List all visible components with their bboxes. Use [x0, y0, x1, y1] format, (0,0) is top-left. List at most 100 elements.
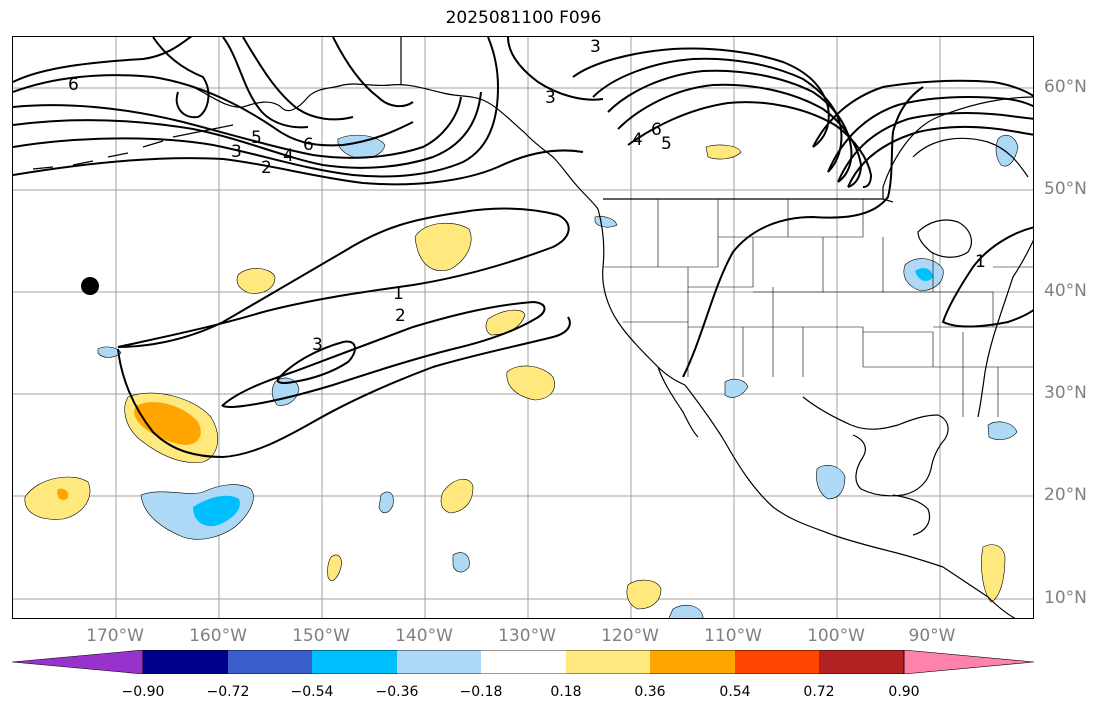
- colorbar-tick-label: 0.90: [888, 684, 920, 700]
- colorbar-segment: [650, 650, 735, 674]
- contour-label: 3: [231, 142, 242, 162]
- contour-canada-ring-1: [572, 47, 830, 148]
- contour-label: 1: [393, 284, 404, 304]
- lon-label: 100°W: [807, 626, 865, 646]
- contour-label: 4: [632, 130, 643, 150]
- lon-label: 130°W: [498, 626, 556, 646]
- negative-anomaly-region: [995, 134, 1019, 167]
- map-title: 2025081100 F096: [445, 8, 602, 28]
- contour-lines: [13, 37, 1033, 459]
- colorbar-tick-label: −0.90: [121, 684, 165, 700]
- colorbar-segment: [312, 650, 397, 674]
- gulf-of-mexico-coast: [802, 396, 949, 497]
- positive-anomaly-region-core: [57, 488, 69, 500]
- negative-anomaly-region: [987, 421, 1018, 441]
- us-west-coast: [597, 208, 686, 386]
- colorbar-segment: [819, 650, 904, 674]
- lon-label: 160°W: [189, 626, 247, 646]
- negative-anomaly-region: [452, 552, 470, 573]
- colorbar-tick-label: −0.72: [206, 684, 250, 700]
- lat-label: 10°N: [1044, 588, 1087, 608]
- positive-anomaly-region: [705, 144, 742, 160]
- colorbar-tick-label: −0.54: [290, 684, 334, 700]
- lat-label: 60°N: [1044, 77, 1087, 97]
- positive-anomaly-region: [236, 268, 276, 294]
- contour-inner-loop-1: [152, 37, 210, 119]
- colorbar-tick-label: 0.54: [719, 684, 751, 700]
- contour-3-alaska: [13, 37, 500, 178]
- positive-anomaly-region: [440, 479, 474, 514]
- positive-anomaly-region: [981, 544, 1006, 603]
- colorbar-segment: [566, 650, 650, 674]
- colorbar-tick-label: −0.18: [459, 684, 503, 700]
- colorbar-segment: [397, 650, 481, 674]
- colorbar-tick-label: −0.36: [375, 684, 419, 700]
- graticule: [13, 37, 1033, 618]
- baja-california: [657, 366, 699, 438]
- contour-canada-ring-5: [627, 101, 873, 188]
- contour-5-alaska: [13, 96, 462, 159]
- lat-label: 20°N: [1044, 485, 1087, 505]
- contour-2-alaska: [13, 149, 584, 186]
- contour-canada-ring-3: [607, 69, 853, 183]
- contour-3-pacific: [276, 340, 356, 384]
- positive-anomaly-region-core: [134, 402, 201, 445]
- contour-4-alaska: [13, 91, 482, 169]
- mexico-west-coast: [684, 384, 944, 568]
- colorbar-segment: [228, 650, 312, 674]
- lat-label: 40°N: [1044, 281, 1087, 301]
- contour-east-ring-3: [837, 112, 1033, 183]
- lon-label: 150°W: [292, 626, 350, 646]
- positive-anomaly-region: [414, 222, 472, 271]
- yucatan-peninsula: [892, 494, 931, 536]
- positive-anomaly-region: [626, 579, 662, 610]
- us-canada-border: [603, 187, 894, 203]
- central-america: [942, 566, 1016, 618]
- colorbar: [12, 650, 1035, 674]
- alaska-coastline: [192, 83, 599, 210]
- colorbar-tick-label: 0.72: [803, 684, 835, 700]
- colorbar-extend-low: [12, 650, 144, 674]
- contour-label: 2: [395, 306, 406, 326]
- hudson-bay: [912, 137, 1029, 178]
- contour-1-pacific: [117, 207, 570, 348]
- contour-label: 3: [312, 335, 323, 355]
- colorbar-extend-high: [903, 650, 1035, 674]
- great-lakes: [917, 219, 972, 258]
- contour-label: 5: [251, 128, 262, 148]
- negative-anomaly-region: [724, 378, 749, 398]
- us-east-coast: [977, 239, 1033, 418]
- contour-label: 3: [545, 88, 556, 108]
- lon-label: 170°W: [86, 626, 144, 646]
- negative-anomaly-region-core: [193, 495, 240, 527]
- aleutian-chain: [32, 124, 234, 170]
- contour-1-east: [941, 226, 1033, 328]
- contour-canada-ring-2: [592, 57, 843, 173]
- location-marker[interactable]: [81, 277, 99, 295]
- contour-label: 2: [261, 158, 272, 178]
- contour-2-pacific: [221, 300, 546, 409]
- contour-label: 1: [975, 252, 986, 272]
- contour-label: 6: [651, 120, 662, 140]
- lon-label: 90°W: [908, 626, 956, 646]
- contour-east-ring-4: [847, 125, 1033, 188]
- contour-east-ring-1: [812, 79, 1033, 148]
- colorbar-segment: [735, 650, 819, 674]
- lon-label: 120°W: [601, 626, 659, 646]
- contour-inner-loop-4: [332, 37, 414, 108]
- contour-label: 3: [590, 37, 601, 57]
- lon-label: 140°W: [395, 626, 453, 646]
- contour-inner-loop-3: [242, 37, 354, 121]
- negative-anomaly-region: [668, 604, 704, 618]
- lat-label: 30°N: [1044, 383, 1087, 403]
- contour-label: 4: [283, 146, 294, 166]
- contour-6-alaska: [13, 74, 414, 147]
- lon-label: 110°W: [704, 626, 762, 646]
- map-panel[interactable]: 6 5 6 4 3 2 3 3 6 5 4 1 2 3 1: [12, 36, 1034, 619]
- state-borders: [603, 199, 1033, 417]
- positive-anomaly-region: [327, 554, 342, 581]
- colorbar-tick-label: 0.36: [634, 684, 666, 700]
- negative-anomaly-region: [594, 216, 618, 228]
- colorbar-segment: [481, 650, 566, 674]
- contour-3-canada: [507, 37, 604, 101]
